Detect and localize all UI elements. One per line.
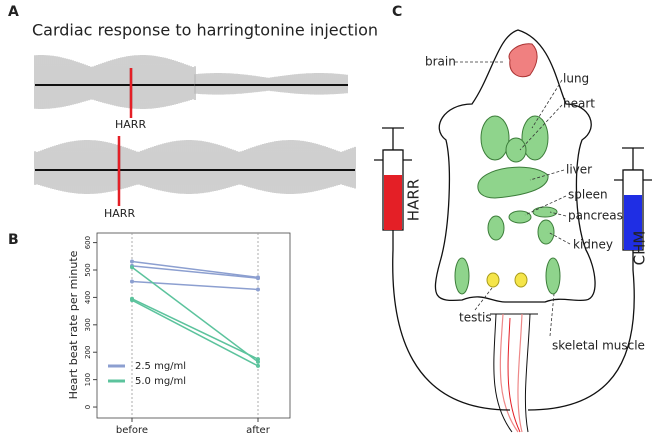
kidney-organ [487, 215, 505, 241]
kidney-organ [537, 219, 555, 245]
legend-label: 5.0 mg/ml [135, 376, 186, 387]
point [256, 363, 260, 368]
tail [499, 313, 523, 433]
liver [477, 166, 549, 199]
ecg-trace [194, 73, 348, 95]
ecg-trace [34, 140, 356, 194]
panel-title: Cardiac response to harringtonine inject… [32, 21, 378, 40]
ecg-trace [34, 55, 196, 109]
y-axis-title: Heart beat rate per minute [67, 250, 80, 399]
y-tick-label: 400 [84, 291, 92, 304]
brain [508, 43, 538, 78]
point [256, 276, 260, 281]
plot-frame [96, 232, 291, 419]
tail [490, 313, 538, 433]
y-tick-label: 0 [84, 405, 92, 409]
syringe-label: CHM [631, 231, 649, 266]
marker-label: HARR [104, 207, 135, 220]
point [130, 298, 134, 303]
y-tick-label: 100 [84, 373, 92, 386]
x-tick-label: before [116, 425, 148, 436]
point [130, 279, 134, 284]
organ-label: liver [566, 163, 592, 177]
organ-label: skeletal muscle [552, 339, 645, 353]
heart-organ [505, 137, 527, 163]
organ-label: lung [563, 72, 589, 86]
series-line [131, 299, 259, 367]
syringe-chm [527, 147, 652, 411]
mouse-outline [434, 29, 596, 303]
series-line [131, 266, 259, 363]
pancreas-organ [532, 206, 558, 218]
point [256, 287, 260, 292]
legend-label: 2.5 mg/ml [135, 361, 186, 372]
series-line [131, 298, 259, 360]
marker-label: HARR [115, 118, 146, 131]
ecg-traces [34, 55, 356, 194]
lung [480, 115, 510, 161]
organ-label: brain [425, 55, 456, 69]
testis-organ [514, 272, 528, 288]
organ-label: testis [459, 311, 492, 325]
point [130, 259, 134, 264]
panel-label: B [8, 232, 19, 248]
point [130, 265, 134, 270]
y-tick-label: 600 [84, 236, 92, 249]
organ-label: kidney [573, 238, 613, 252]
organ-label: heart [563, 97, 595, 111]
point [256, 357, 260, 362]
syringe-harr [374, 127, 511, 411]
testis-organ [486, 272, 500, 288]
leader-lines [455, 61, 571, 337]
panel-label: A [8, 4, 19, 20]
vessel [507, 317, 521, 433]
series-line [131, 260, 259, 279]
y-tick-label: 300 [84, 318, 92, 331]
spleen-organ [508, 210, 532, 224]
point [256, 359, 260, 364]
muscle [454, 257, 470, 295]
muscle [545, 257, 561, 295]
panel-label: C [392, 4, 402, 20]
series-line [131, 280, 259, 291]
x-tick-label: after [246, 425, 271, 436]
y-tick-label: 200 [84, 346, 92, 359]
series-line [131, 265, 259, 279]
y-tick-label: 500 [84, 263, 92, 276]
organ-label: spleen [568, 188, 608, 202]
syringe-label: HARR [405, 179, 423, 221]
organ-label: pancreas [568, 209, 623, 223]
